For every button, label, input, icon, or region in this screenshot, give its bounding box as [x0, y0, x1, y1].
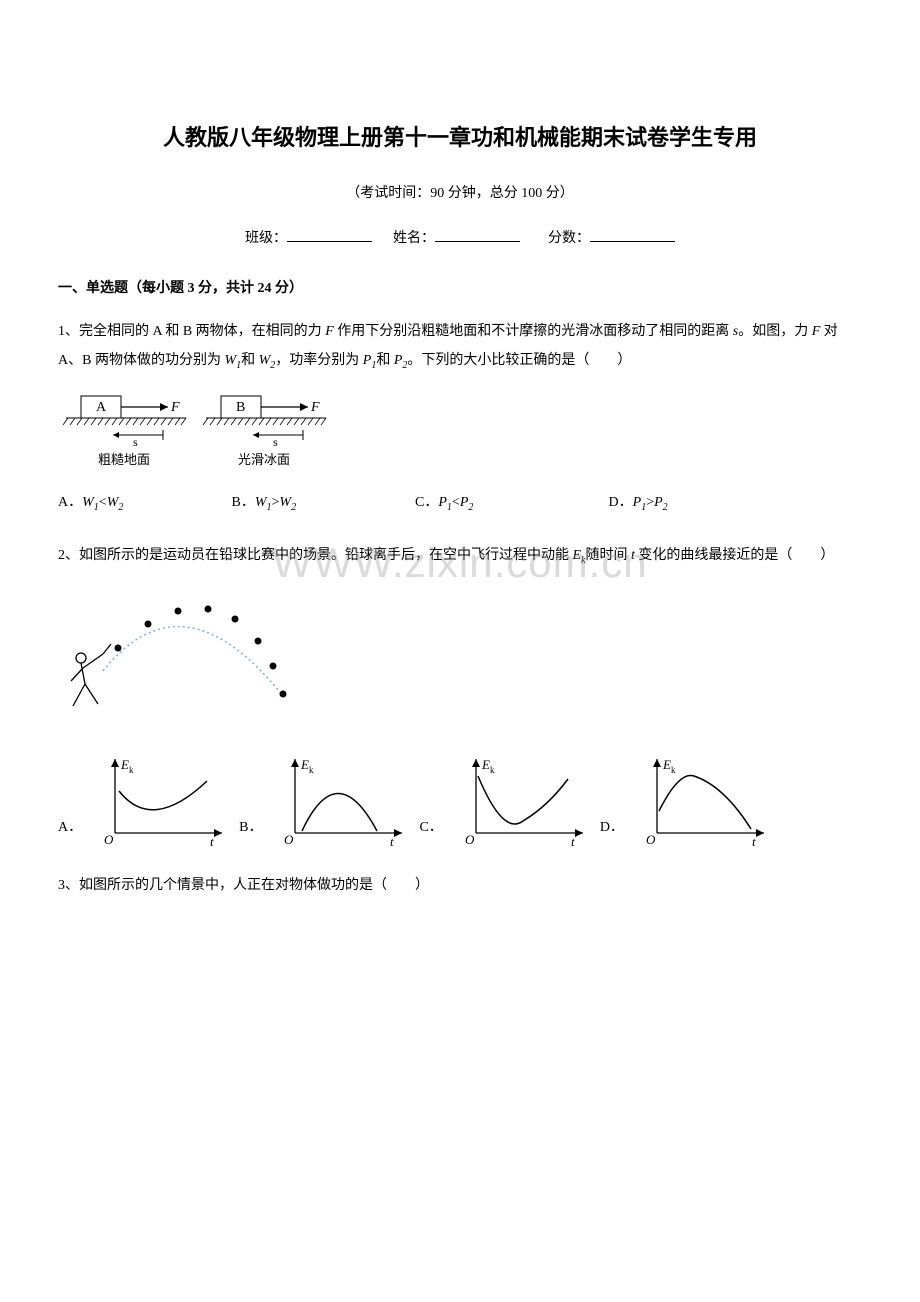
name-label: 姓名：: [393, 231, 435, 246]
score-blank: [590, 227, 675, 242]
svg-text:k: k: [129, 765, 134, 775]
q2-opt-a-label: A．: [58, 816, 82, 846]
svg-text:E: E: [662, 757, 671, 772]
score-label: 分数：: [548, 231, 590, 246]
svg-text:O: O: [104, 832, 114, 846]
q2-opt-d-label: D．: [600, 816, 624, 846]
q1-text: 1、完全相同的 A 和 B 两物体，在相同的力 F 作用下分别沿粗糙地面和不计摩…: [58, 317, 862, 376]
exam-title: 人教版八年级物理上册第十一章功和机械能期末试卷学生专用: [58, 120, 862, 152]
q2-graph-d: Ek O t: [639, 751, 769, 846]
q2-graph-a: Ek O t: [97, 751, 227, 846]
section-1-heading: 一、单选题（每小题 3 分，共计 24 分）: [58, 277, 862, 297]
q2-graph-c: Ek O t: [458, 751, 588, 846]
q2-graph-b: Ek O t: [277, 751, 407, 846]
q2-opt-b-label: B．: [239, 816, 262, 846]
svg-text:光滑冰面: 光滑冰面: [238, 452, 290, 467]
class-label: 班级：: [245, 231, 287, 246]
name-blank: [435, 227, 520, 242]
svg-text:k: k: [490, 765, 495, 775]
q3-text: 3、如图所示的几个情景中，人正在对物体做功的是（ ）: [58, 871, 862, 900]
svg-text:O: O: [284, 832, 294, 846]
svg-text:s: s: [133, 435, 138, 449]
svg-text:F: F: [170, 400, 180, 415]
svg-text:E: E: [120, 757, 129, 772]
svg-text:O: O: [465, 832, 475, 846]
q2-trajectory-diagram: [63, 586, 862, 721]
svg-text:F: F: [310, 400, 320, 415]
exam-page: 人教版八年级物理上册第十一章功和机械能期末试卷学生专用 （考试时间：90 分钟，…: [0, 0, 920, 975]
svg-text:O: O: [646, 832, 656, 846]
student-info-line: 班级： 姓名： 分数：: [58, 227, 862, 247]
q2-opt-c-label: C．: [419, 816, 442, 846]
svg-text:B: B: [236, 400, 245, 415]
svg-text:E: E: [481, 757, 490, 772]
svg-text:k: k: [309, 765, 314, 775]
q2-options: A． Ek O t B． Ek O t C． Ek: [58, 751, 862, 846]
svg-text:E: E: [300, 757, 309, 772]
q1-diagram: A F s 粗糙地面 B F: [63, 391, 862, 476]
svg-text:k: k: [671, 765, 676, 775]
svg-text:t: t: [210, 834, 214, 846]
exam-subtitle: （考试时间：90 分钟，总分 100 分）: [58, 182, 862, 202]
svg-text:t: t: [752, 834, 756, 846]
class-blank: [287, 227, 372, 242]
svg-text:s: s: [273, 435, 278, 449]
svg-text:t: t: [390, 834, 394, 846]
q1-options: A．W1<W2 B．W1>W2 C．P1<P2 D．P1>P2: [58, 491, 862, 513]
svg-text:粗糙地面: 粗糙地面: [98, 452, 150, 467]
q2-text: 2、如图所示的是运动员在铅球比赛中的场景。铅球离手后，在空中飞行过程中动能 Ek…: [58, 541, 862, 571]
svg-text:A: A: [96, 400, 107, 415]
svg-text:t: t: [571, 834, 575, 846]
